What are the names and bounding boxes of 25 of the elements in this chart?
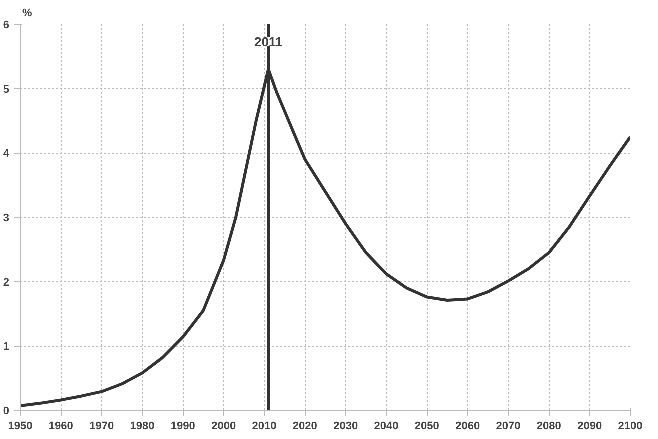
- x-tick-label: 2010: [252, 420, 277, 432]
- y-tick-label: 4: [3, 148, 10, 160]
- x-tick-label: 1970: [90, 420, 114, 432]
- x-tick-label: 2020: [292, 420, 318, 432]
- y-tick-label: 6: [3, 20, 10, 32]
- x-tick-label: 2090: [578, 420, 602, 432]
- x-tick-label: 2080: [536, 420, 562, 432]
- y-tick-label: 3: [3, 212, 10, 224]
- x-tick-label: 1950: [8, 420, 33, 432]
- x-tick-label: 1980: [130, 420, 155, 432]
- x-tick-label: 1990: [170, 420, 196, 432]
- x-tick-label: 2100: [618, 420, 643, 432]
- x-tick-label: 2050: [414, 420, 440, 432]
- x-tick-label: 2070: [496, 420, 521, 432]
- x-tick-label: 2040: [374, 420, 399, 432]
- x-tick-label: 2000: [212, 420, 236, 432]
- x-tick-label: 2060: [456, 420, 480, 432]
- y-tick-label: 1: [3, 341, 10, 354]
- x-tick-label: 1960: [48, 420, 74, 432]
- ref-line-label: 2011: [254, 34, 283, 50]
- y-tick-label: 0: [3, 406, 10, 418]
- y-tick-label: 5: [3, 84, 10, 96]
- x-tick-label: 2030: [334, 420, 358, 432]
- y-tick-label: 2: [3, 276, 10, 289]
- y-axis-title: %: [22, 8, 32, 20]
